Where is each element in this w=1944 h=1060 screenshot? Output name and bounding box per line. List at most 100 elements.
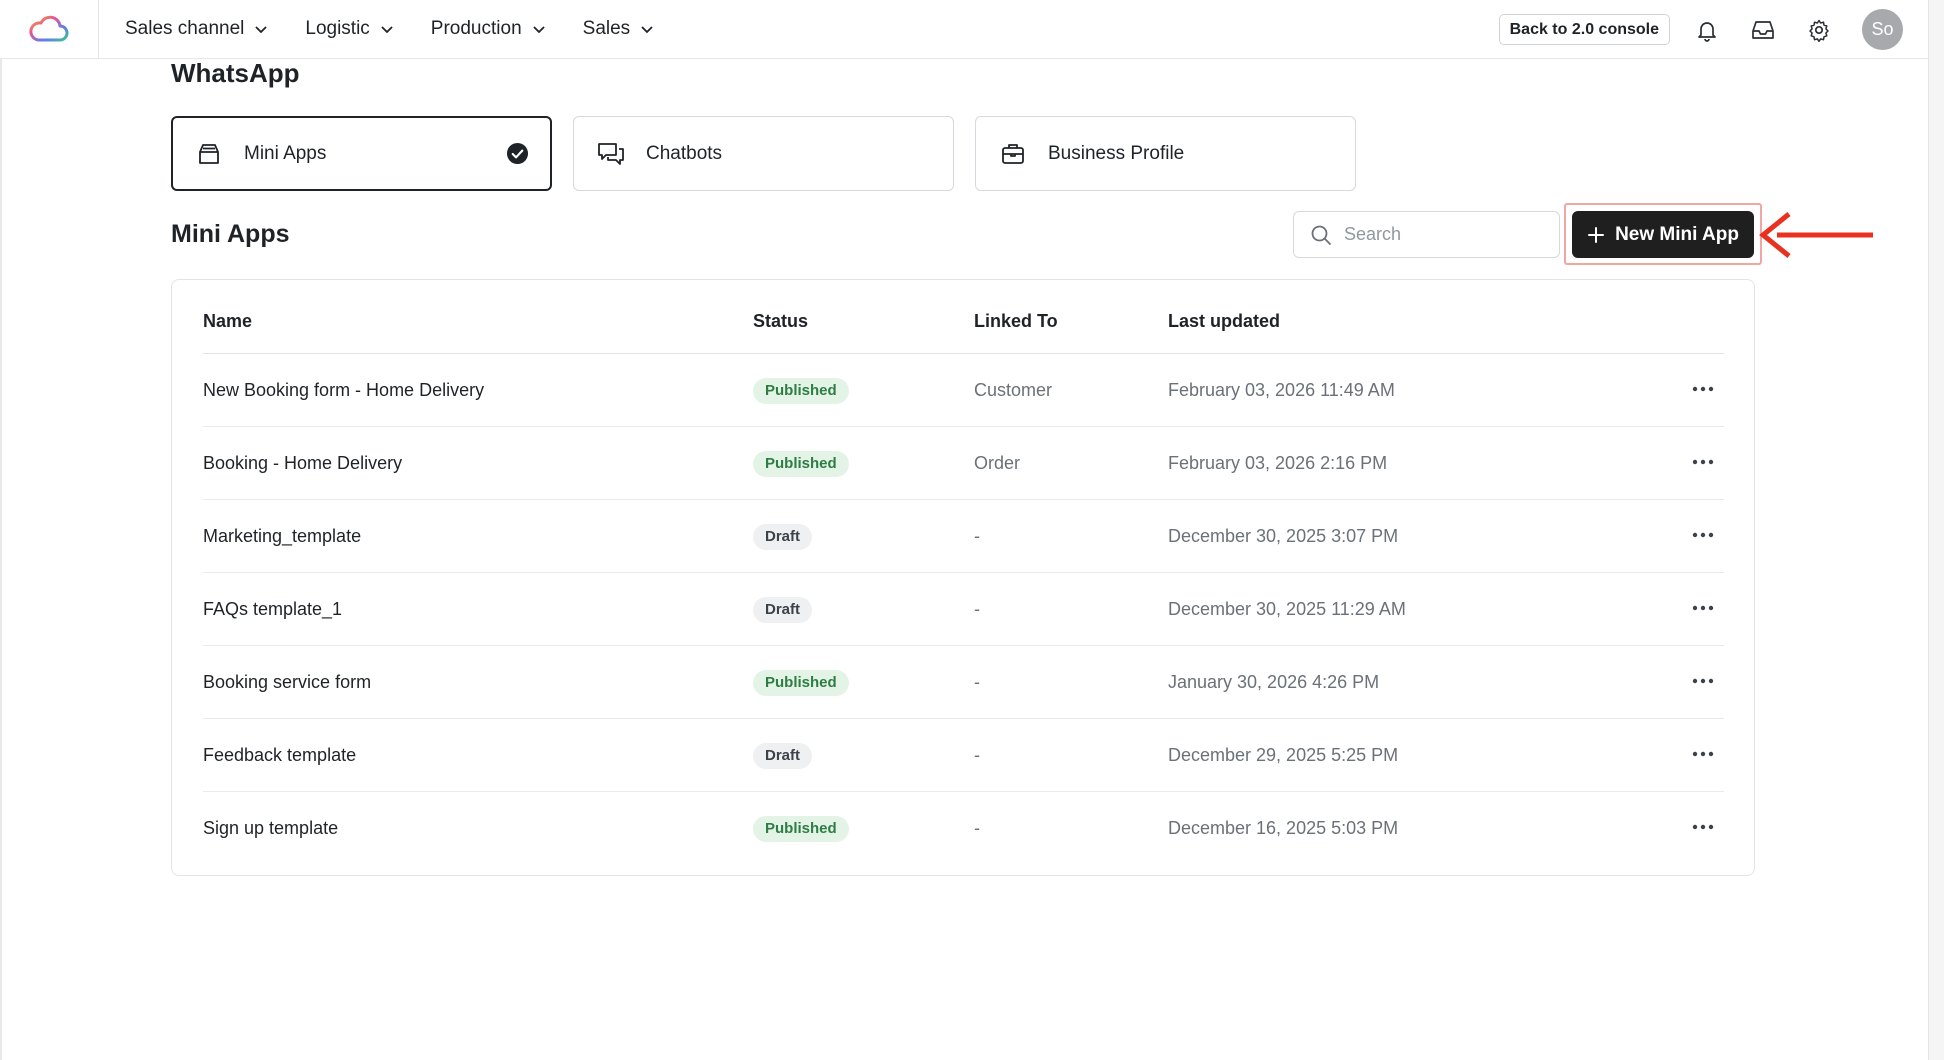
table-row[interactable]: New Booking form - Home Delivery Publish… [203,354,1724,427]
status-badge: Published [753,378,849,404]
chat-bubbles-icon [596,139,626,169]
row-last-updated: December 30, 2025 11:29 AM [1168,599,1406,619]
row-status: Published [753,816,849,842]
nav-sales[interactable]: Sales [583,18,655,40]
back-to-console-button[interactable]: Back to 2.0 console [1498,14,1670,45]
table-row[interactable]: Booking service form Published - January… [203,646,1724,719]
nav-sales-channel[interactable]: Sales channel [125,18,268,40]
chevron-down-icon [255,26,268,34]
row-name[interactable]: Booking service form [203,672,372,692]
chevron-down-icon [381,26,393,34]
bell-icon [1698,21,1716,42]
row-linked-to: - [974,745,980,765]
inbox-tray-icon [194,139,224,169]
inbox-icon [1752,20,1774,39]
table-row[interactable]: FAQs template_1 Draft - December 30, 202… [203,573,1724,646]
row-name[interactable]: Sign up template [203,818,339,838]
status-badge: Published [753,670,849,696]
more-options-icon[interactable] [1692,455,1714,469]
new-button-highlight: New Mini App [1564,203,1762,265]
rainbow-cloud-icon [29,15,69,42]
status-badge: Draft [753,597,813,623]
row-name[interactable]: Marketing_template [203,526,362,546]
row-linked-to: - [974,672,980,692]
app-logo[interactable] [0,0,99,59]
table-row[interactable]: Feedback template Draft - December 29, 2… [203,719,1724,792]
row-last-updated: February 03, 2026 2:16 PM [1168,453,1388,473]
row-last-updated: December 30, 2025 3:07 PM [1168,526,1399,546]
more-options-icon[interactable] [1692,747,1714,761]
new-mini-app-button[interactable]: New Mini App [1572,211,1754,258]
row-name[interactable]: Feedback template [203,745,357,765]
tab-business-profile[interactable]: Business Profile [975,116,1356,191]
row-linked-to: Order [974,453,1021,473]
row-status: Published [753,451,849,477]
row-status: Published [753,670,849,696]
tab-mini-apps-label: Mini Apps [244,142,327,164]
more-options-icon[interactable] [1692,601,1714,615]
more-options-icon[interactable] [1692,820,1714,834]
nav-sales-channel-label: Sales channel [125,18,245,39]
nav-logistic-label: Logistic [305,18,370,39]
row-status: Draft [753,743,813,769]
tab-chatbots-label: Chatbots [646,142,723,164]
check-circle-icon [506,142,529,165]
table-row[interactable]: Sign up template Published - December 16… [203,792,1724,865]
search-field[interactable] [1293,211,1560,258]
column-header-name[interactable]: Name [203,311,253,331]
top-right-actions: Back to 2.0 console So [1498,0,1928,59]
row-last-updated: December 16, 2025 5:03 PM [1168,818,1399,838]
search-input[interactable] [1344,224,1544,245]
plus-icon [1588,226,1605,243]
briefcase-icon [998,139,1028,169]
red-arrow-annotation-icon [1759,212,1873,258]
more-options-icon[interactable] [1692,674,1714,688]
new-mini-app-label: New Mini App [1615,223,1739,245]
row-status: Draft [753,524,813,550]
page-title: WhatsApp [171,58,300,88]
status-badge: Published [753,816,849,842]
row-last-updated: February 03, 2026 11:49 AM [1168,380,1395,400]
row-name[interactable]: FAQs template_1 [203,599,343,619]
row-linked-to: - [974,599,980,619]
more-options-icon[interactable] [1692,528,1714,542]
settings-button[interactable] [1806,17,1832,43]
row-last-updated: December 29, 2025 5:25 PM [1168,745,1399,765]
row-linked-to: Customer [974,380,1053,400]
status-badge: Draft [753,524,813,550]
table-row[interactable]: Booking - Home Delivery Published Order … [203,427,1724,500]
user-avatar[interactable]: So [1862,9,1903,50]
left-divider [0,59,2,1060]
gear-icon [1809,19,1829,42]
table-row[interactable]: Marketing_template Draft - December 30, … [203,500,1724,573]
chevron-down-icon [533,26,545,34]
page-scrollbar[interactable] [1928,0,1944,1060]
column-header-last-updated[interactable]: Last updated [1168,311,1281,331]
notifications-button[interactable] [1694,17,1720,43]
search-icon [1311,225,1331,245]
column-header-status[interactable]: Status [753,311,809,331]
nav-production[interactable]: Production [431,18,546,40]
section-title: Mini Apps [171,220,290,248]
row-linked-to: - [974,526,980,546]
nav-sales-label: Sales [582,18,631,39]
column-header-linked-to[interactable]: Linked To [974,311,1058,331]
row-name[interactable]: New Booking form - Home Delivery [203,380,485,400]
table-header: Name Status Linked To Last updated [203,280,1724,354]
channel-tabs: Mini Apps Chatbots Business Profile [171,116,1356,191]
row-status: Draft [753,597,813,623]
tab-chatbots[interactable]: Chatbots [573,116,954,191]
mini-apps-table: Name Status Linked To Last updated New B… [171,279,1755,876]
inbox-button[interactable] [1750,17,1776,43]
nav-production-label: Production [430,18,522,39]
nav-logistic[interactable]: Logistic [305,18,393,40]
tab-mini-apps[interactable]: Mini Apps [171,116,552,191]
status-badge: Draft [753,743,813,769]
row-last-updated: January 30, 2026 4:26 PM [1168,672,1380,692]
more-options-icon[interactable] [1692,382,1714,396]
row-linked-to: - [974,818,980,838]
row-name[interactable]: Booking - Home Delivery [203,453,403,473]
row-status: Published [753,378,849,404]
main-menu: Sales channel Logistic Production Sales [125,18,691,40]
status-badge: Published [753,451,849,477]
